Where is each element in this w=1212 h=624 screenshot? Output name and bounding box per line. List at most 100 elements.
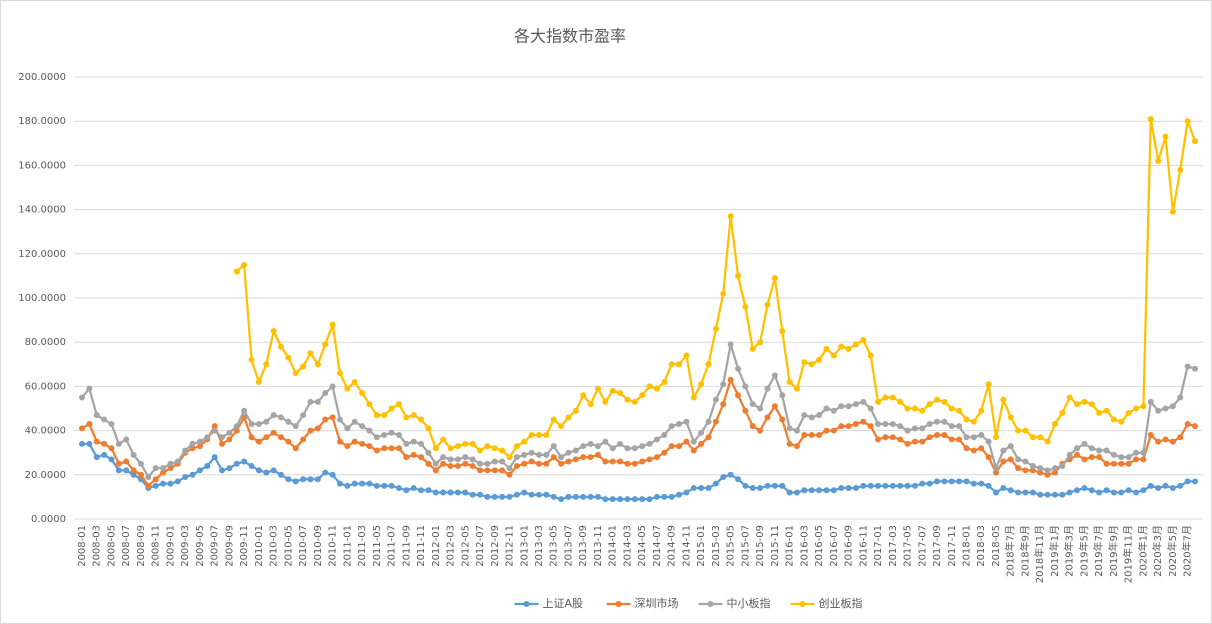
point [499, 493, 506, 500]
point [270, 429, 277, 436]
point [285, 438, 292, 445]
x-tick-label: 2010-07 [298, 525, 309, 567]
point [882, 420, 889, 427]
x-tick-label: 2018-01 [962, 525, 973, 567]
point [241, 407, 248, 414]
point [86, 420, 93, 427]
point [970, 447, 977, 454]
point [1184, 118, 1191, 125]
point [432, 489, 439, 496]
point [867, 352, 874, 359]
point [130, 451, 137, 458]
point [690, 438, 697, 445]
point [167, 480, 174, 487]
point [889, 482, 896, 489]
point [830, 352, 837, 359]
point [587, 440, 594, 447]
point [196, 467, 203, 474]
point [712, 396, 719, 403]
point [1103, 447, 1110, 454]
point [941, 418, 948, 425]
point [1088, 401, 1095, 408]
point [889, 394, 896, 401]
point [86, 385, 93, 392]
point [351, 480, 358, 487]
point [1140, 456, 1147, 463]
point [381, 412, 388, 419]
point [668, 361, 675, 368]
x-tick-label: 2019年7月 [1092, 525, 1105, 577]
point [838, 403, 845, 410]
x-tick-label: 2008-01 [77, 525, 88, 567]
point [1081, 440, 1088, 447]
point [956, 407, 963, 414]
point [278, 414, 285, 421]
point [137, 471, 144, 478]
point [1037, 469, 1044, 476]
point [1037, 491, 1044, 498]
point [1015, 456, 1022, 463]
point [292, 423, 299, 430]
point [79, 394, 85, 401]
point [1184, 420, 1191, 427]
point [911, 438, 918, 445]
point [668, 443, 675, 450]
x-tick-label: 2008-09 [136, 525, 147, 567]
point [602, 438, 609, 445]
x-tick-label: 2014-03 [622, 525, 633, 567]
x-tick-label: 2014-09 [667, 525, 678, 567]
point [1125, 487, 1132, 494]
point [506, 454, 513, 461]
point [344, 443, 351, 450]
point [189, 471, 196, 478]
point [757, 339, 764, 346]
x-tick-label: 2010-11 [328, 525, 339, 567]
point [469, 462, 476, 469]
point [270, 467, 277, 474]
point [1096, 409, 1103, 416]
point [403, 487, 410, 494]
x-tick-label: 2016-05 [814, 525, 825, 567]
x-tick-label: 2015-09 [755, 525, 766, 567]
point [1000, 458, 1007, 465]
point [889, 420, 896, 427]
point [270, 412, 277, 419]
point [137, 460, 144, 467]
point [373, 412, 380, 419]
point [764, 385, 771, 392]
point [255, 467, 262, 474]
point [307, 350, 314, 357]
x-tick-label: 2008-11 [151, 525, 162, 567]
point [292, 478, 299, 485]
point [720, 401, 727, 408]
point [816, 412, 823, 419]
x-tick-label: 2019年1月 [1048, 525, 1061, 577]
point [1007, 443, 1014, 450]
point [867, 482, 874, 489]
point [801, 359, 808, 366]
point [226, 465, 233, 472]
x-tick-label: 2013-05 [549, 525, 560, 567]
point [160, 465, 167, 472]
point [727, 376, 734, 383]
point [1081, 485, 1088, 492]
point [314, 361, 321, 368]
x-tick-label: 2016-01 [785, 525, 796, 567]
point [521, 460, 528, 467]
point [1140, 487, 1147, 494]
point [948, 436, 955, 443]
point [410, 485, 417, 492]
point [1147, 115, 1154, 122]
point [521, 451, 528, 458]
point [1103, 407, 1110, 414]
point [705, 361, 712, 368]
point [1125, 409, 1132, 416]
point [1066, 394, 1073, 401]
point [926, 401, 933, 408]
point [86, 440, 93, 447]
point [617, 496, 624, 503]
point [300, 476, 307, 483]
point [373, 482, 380, 489]
point [860, 418, 867, 425]
